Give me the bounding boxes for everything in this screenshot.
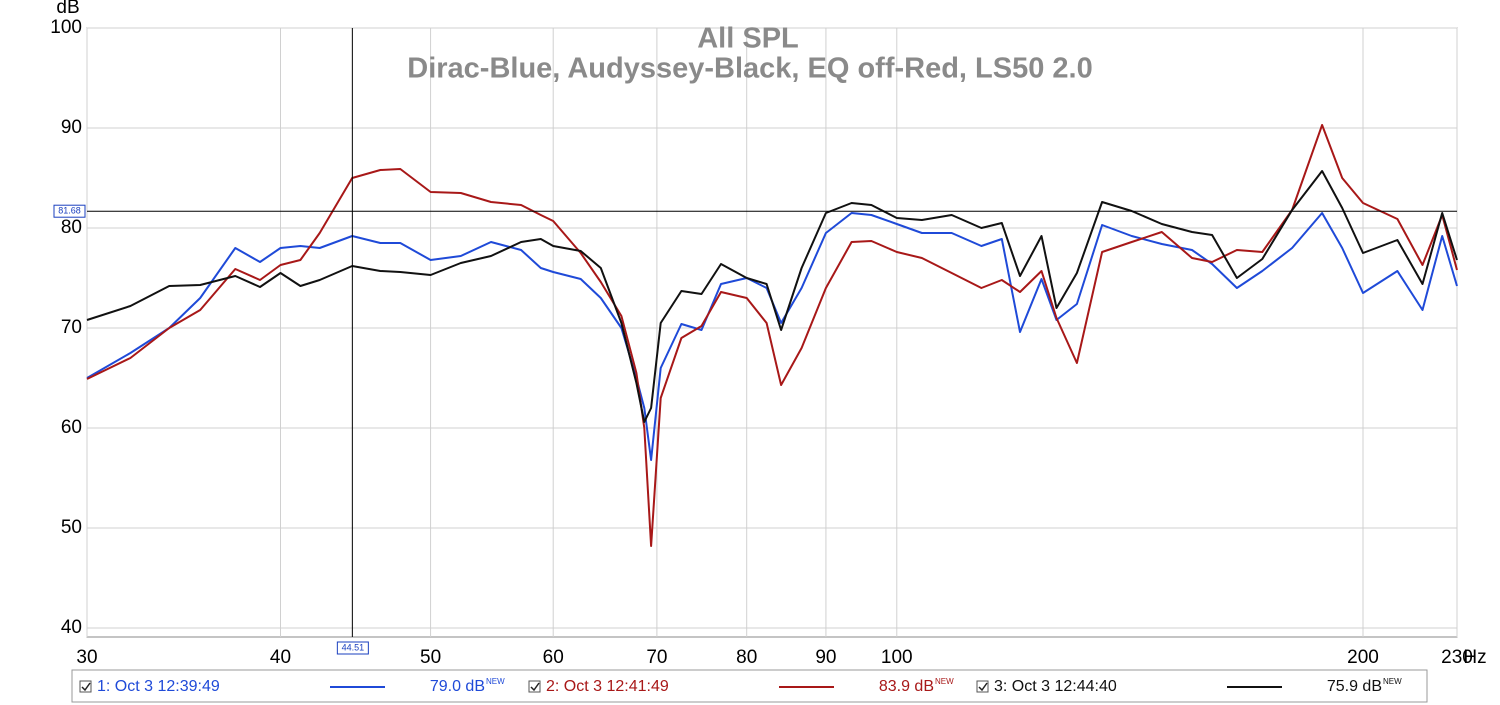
plot-area <box>86 27 1458 638</box>
chart-subtitle: Dirac-Blue, Audyssey-Black, EQ off-Red, … <box>407 53 1092 85</box>
chart-title: All SPL <box>697 23 799 55</box>
legend-badge: NEW <box>1383 677 1402 686</box>
series-line <box>86 170 1458 423</box>
legend-checkbox <box>528 680 541 693</box>
legend-readout: 83.9 dB <box>879 678 934 695</box>
y-tick-label: 100 <box>50 17 82 38</box>
legend-check <box>81 682 91 692</box>
cursor-box <box>53 204 86 218</box>
legend-badge: NEW <box>935 677 954 686</box>
x-tick-label: 40 <box>270 647 291 668</box>
x-tick-label: 230 <box>1441 647 1473 668</box>
x-tick-label: 100 <box>881 647 913 668</box>
legend-readout: 79.0 dB <box>430 678 485 695</box>
y-tick-label: 70 <box>61 317 82 338</box>
y-tick-label: 90 <box>61 117 82 138</box>
legend-label: 2: Oct 3 12:41:49 <box>546 678 669 695</box>
legend <box>71 669 1428 703</box>
legend-badge: NEW <box>486 677 505 686</box>
x-axis-unit: Hz <box>1463 647 1486 668</box>
x-tick-label: 60 <box>543 647 564 668</box>
cursor-box <box>336 641 369 655</box>
series-line <box>86 124 1458 547</box>
y-tick-label: 60 <box>61 417 82 438</box>
x-tick-label: 200 <box>1347 647 1379 668</box>
x-tick-label: 30 <box>76 647 97 668</box>
legend-checkbox <box>79 680 92 693</box>
legend-label: 1: Oct 3 12:39:49 <box>97 678 220 695</box>
x-tick-label: 50 <box>420 647 441 668</box>
legend-label: 3: Oct 3 12:44:40 <box>994 678 1117 695</box>
cursor-x-label: 44.51 <box>342 642 365 652</box>
y-axis-label: dB <box>56 0 79 18</box>
y-tick-label: 40 <box>61 617 82 638</box>
y-tick-label: 80 <box>61 217 82 238</box>
y-tick-label: 50 <box>61 517 82 538</box>
legend-check <box>530 682 540 692</box>
series-line <box>86 212 1458 461</box>
x-tick-label: 90 <box>815 647 836 668</box>
legend-readout: 75.9 dB <box>1327 678 1382 695</box>
cursor-y-label: 81.68 <box>58 206 81 216</box>
legend-checkbox <box>976 680 989 693</box>
legend-check <box>978 682 988 692</box>
x-tick-label: 70 <box>646 647 667 668</box>
x-tick-label: 80 <box>736 647 757 668</box>
